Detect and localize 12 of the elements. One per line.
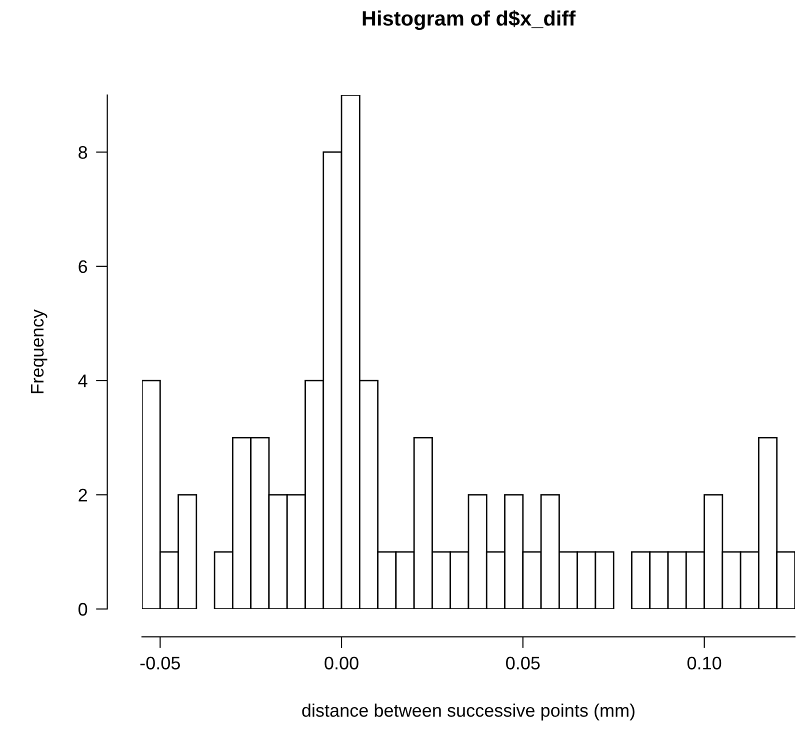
x-tick-label: -0.05: [140, 656, 180, 670]
x-tick-label: 0.05: [506, 656, 540, 670]
chart-title: Histogram of d$x_diff: [362, 10, 576, 30]
x-tick-label: 0.10: [687, 656, 722, 670]
y-tick-label: 4: [78, 374, 88, 388]
y-tick-label: 6: [78, 260, 88, 274]
x-tick-label: 0.00: [324, 656, 358, 670]
y-tick-label: 2: [78, 488, 87, 502]
y-tick-label: 8: [78, 146, 88, 159]
y-tick-label: 0: [78, 602, 88, 616]
x-axis-title: distance between successive points (mm): [302, 704, 634, 720]
y-axis-title: Frequency: [31, 309, 48, 394]
